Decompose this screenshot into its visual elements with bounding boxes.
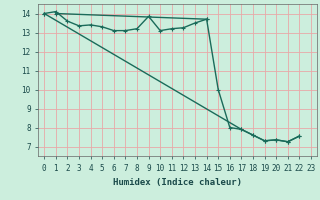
X-axis label: Humidex (Indice chaleur): Humidex (Indice chaleur) — [113, 178, 242, 187]
